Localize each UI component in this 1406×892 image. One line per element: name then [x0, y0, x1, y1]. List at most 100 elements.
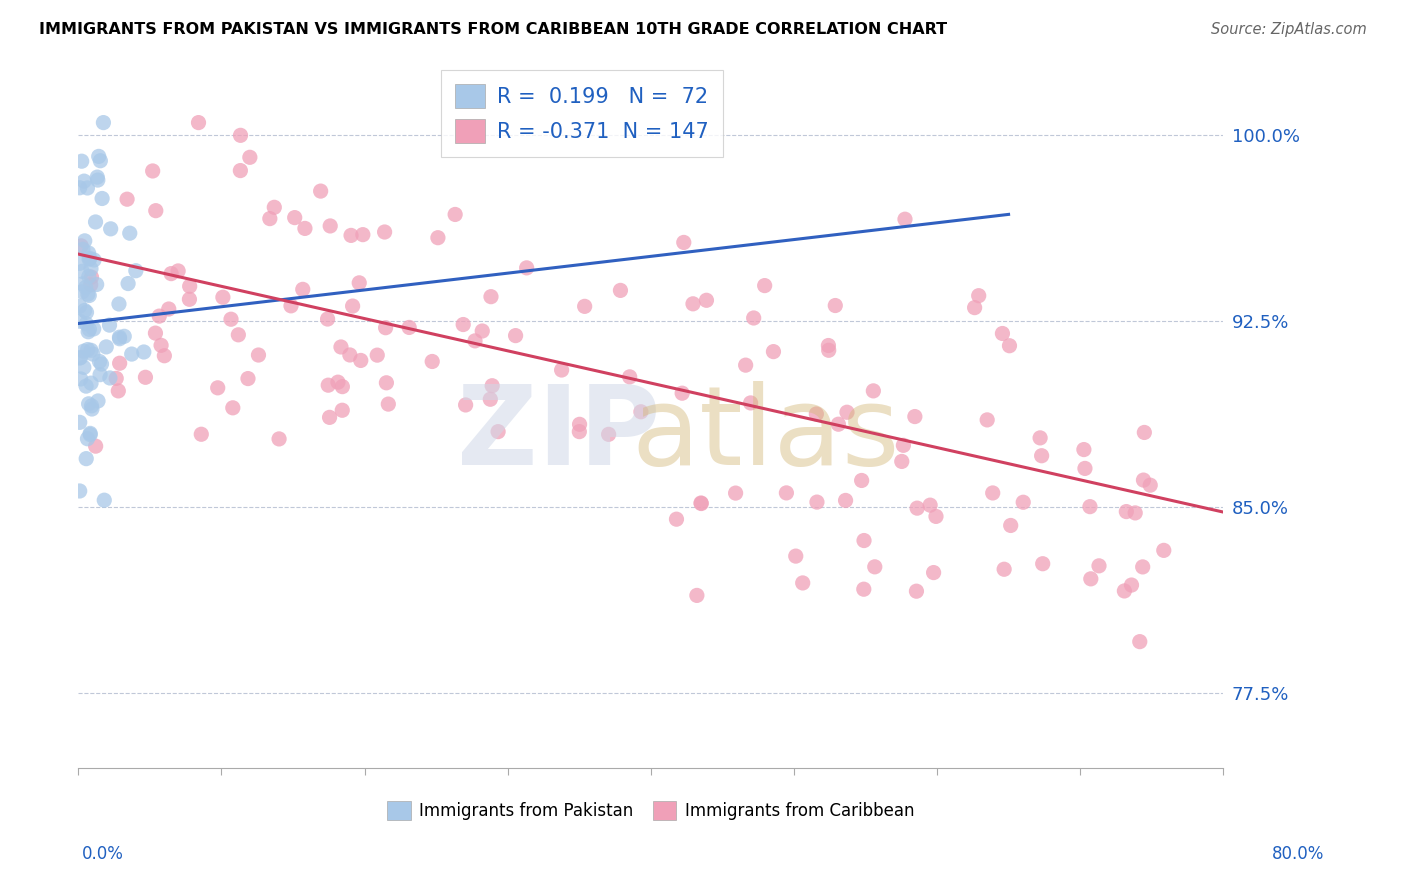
Point	[96, 340, 118, 354]
Point	[834, 493, 856, 508]
Point	[1153, 543, 1175, 558]
Point	[76, 287, 98, 301]
Point	[73, 303, 96, 318]
Point	[695, 293, 717, 308]
Point	[98, 318, 121, 333]
Point	[219, 312, 242, 326]
Text: IMMIGRANTS FROM PAKISTAN VS IMMIGRANTS FROM CARIBBEAN 10TH GRADE CORRELATION CHA: IMMIGRANTS FROM PAKISTAN VS IMMIGRANTS F…	[39, 22, 948, 37]
Point	[1133, 425, 1156, 440]
Point	[284, 211, 307, 225]
Point	[69, 314, 91, 328]
Point	[69, 351, 91, 365]
Point	[72, 277, 94, 291]
Point	[70, 239, 93, 253]
Point	[568, 425, 591, 439]
Point	[167, 264, 190, 278]
Point	[69, 299, 91, 313]
Point	[190, 427, 212, 442]
Point	[630, 405, 652, 419]
Point	[80, 270, 103, 285]
Point	[785, 549, 807, 563]
Point	[267, 432, 290, 446]
Point	[73, 360, 96, 375]
Point	[775, 486, 797, 500]
Point	[993, 562, 1015, 576]
Point	[377, 397, 399, 411]
Point	[734, 358, 756, 372]
Point	[724, 486, 747, 500]
Point	[79, 322, 101, 336]
Point	[69, 483, 91, 498]
Point	[981, 486, 1004, 500]
Point	[239, 150, 262, 164]
Point	[690, 496, 713, 510]
Point	[1114, 583, 1136, 598]
Point	[70, 264, 93, 278]
Point	[1121, 578, 1143, 592]
Point	[76, 305, 98, 319]
Point	[894, 212, 917, 227]
Point	[112, 329, 135, 343]
Point	[806, 407, 828, 421]
Point	[236, 371, 259, 385]
Point	[690, 497, 713, 511]
Point	[905, 584, 928, 599]
Point	[142, 164, 165, 178]
Point	[330, 403, 353, 417]
Point	[153, 349, 176, 363]
Point	[762, 344, 785, 359]
Point	[1029, 431, 1052, 445]
Point	[150, 338, 173, 352]
Point	[479, 290, 502, 304]
Point	[890, 454, 912, 468]
Point	[420, 354, 443, 368]
Point	[318, 410, 340, 425]
Point	[294, 221, 316, 235]
Point	[609, 284, 631, 298]
Point	[69, 372, 91, 386]
Point	[247, 348, 270, 362]
Point	[77, 269, 100, 284]
Point	[134, 370, 156, 384]
Point	[852, 582, 875, 597]
Text: Source: ZipAtlas.com: Source: ZipAtlas.com	[1211, 22, 1367, 37]
Point	[73, 174, 96, 188]
Point	[574, 299, 596, 313]
Point	[893, 438, 915, 452]
Point	[80, 277, 103, 292]
Point	[316, 378, 339, 392]
Text: 80.0%: 80.0%	[1272, 846, 1324, 863]
Point	[207, 381, 229, 395]
Point	[1123, 506, 1146, 520]
Point	[827, 417, 849, 432]
Point	[920, 498, 942, 512]
Point	[505, 328, 527, 343]
Point	[686, 589, 709, 603]
Point	[87, 149, 110, 163]
Point	[1129, 634, 1152, 648]
Point	[69, 181, 91, 195]
Point	[486, 425, 509, 439]
Point	[69, 415, 91, 429]
Point	[77, 288, 100, 302]
Point	[259, 211, 281, 226]
Point	[222, 401, 245, 415]
Point	[75, 317, 97, 331]
Point	[76, 432, 98, 446]
Point	[89, 354, 111, 368]
Point	[69, 256, 91, 270]
Point	[342, 299, 364, 313]
Point	[398, 320, 420, 334]
Point	[1000, 518, 1022, 533]
Point	[108, 332, 131, 346]
Legend: Immigrants from Pakistan, Immigrants from Caribbean: Immigrants from Pakistan, Immigrants fro…	[378, 793, 922, 829]
Point	[817, 338, 839, 352]
Point	[863, 559, 886, 574]
Point	[904, 409, 927, 424]
Point	[115, 192, 138, 206]
Point	[568, 417, 591, 432]
Point	[76, 343, 98, 357]
Point	[347, 276, 370, 290]
Point	[73, 234, 96, 248]
Point	[835, 405, 858, 419]
